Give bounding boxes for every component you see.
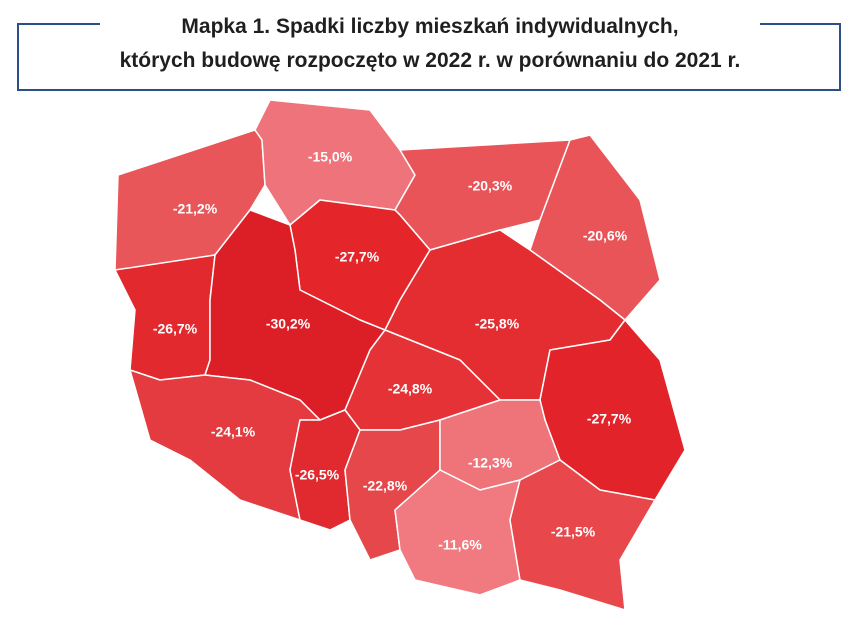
region-label: -25,8%: [475, 316, 520, 332]
region-label: -20,6%: [583, 228, 628, 244]
regions: -21,2% -15,0% -20,3% -20,6% -27,7% -26,7% -30,…: [114, 99, 686, 611]
title-backdrop: [100, 10, 760, 38]
region-label: -22,8%: [363, 478, 408, 494]
region-label: -27,7%: [587, 411, 632, 427]
region-label: -21,2%: [173, 201, 218, 217]
region-label: -24,8%: [388, 381, 433, 397]
region-label: -20,3%: [468, 178, 513, 194]
region-label: -15,0%: [308, 149, 353, 165]
region-label: -24,1%: [211, 424, 256, 440]
region-label: -12,3%: [468, 455, 513, 471]
region-label: -27,7%: [335, 249, 380, 265]
region-label: -26,5%: [295, 467, 340, 483]
title-line: których budowę rozpoczęto w 2022 r. w po…: [120, 49, 741, 72]
region-label: -26,7%: [153, 321, 198, 337]
title-line: Mapka 1. Spadki liczby mieszkań indywidu…: [181, 15, 678, 38]
region-label: -21,5%: [551, 524, 596, 540]
region: [114, 254, 216, 381]
region-label: -30,2%: [266, 316, 311, 332]
region-label: -11,6%: [438, 537, 482, 553]
region: [394, 469, 521, 596]
region: [509, 459, 656, 611]
